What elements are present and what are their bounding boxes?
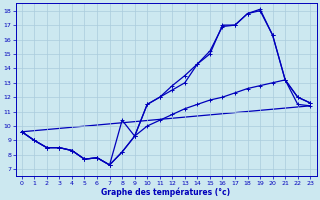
X-axis label: Graphe des températures (°c): Graphe des températures (°c)	[101, 187, 231, 197]
